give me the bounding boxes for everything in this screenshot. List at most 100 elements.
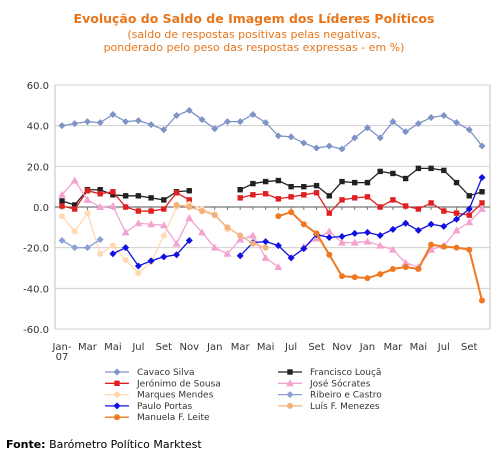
data-point (262, 119, 270, 127)
data-point (427, 245, 436, 253)
legend-label: Ribeiro e Castro (310, 391, 382, 401)
y-tick-label: 20.0 (27, 162, 49, 173)
data-point (351, 134, 359, 142)
data-point (388, 245, 397, 253)
data-point (415, 266, 422, 273)
data-point (338, 232, 346, 240)
data-point (161, 206, 167, 212)
data-point (363, 228, 371, 236)
data-point (122, 256, 129, 263)
data-point (110, 189, 116, 195)
data-point (173, 112, 181, 119)
data-point (351, 274, 358, 281)
legend-label: Manuela F. Leite (137, 413, 210, 423)
data-point (114, 414, 120, 421)
data-point (250, 180, 256, 187)
legend-item: José Sócrates (278, 378, 371, 389)
data-point (351, 229, 359, 237)
data-point (313, 182, 320, 189)
data-point (159, 221, 168, 229)
data-point (402, 219, 410, 227)
data-point (262, 244, 269, 251)
data-point (300, 245, 308, 253)
data-point (338, 238, 346, 246)
legend-label: Francisco Louçã (310, 368, 381, 378)
data-point (389, 266, 396, 273)
data-point (453, 210, 460, 216)
data-point (286, 391, 294, 399)
data-point (96, 203, 105, 210)
data-point (223, 118, 231, 126)
data-point (364, 179, 371, 186)
data-point (211, 212, 218, 219)
data-point (71, 244, 79, 252)
data-point (363, 124, 371, 132)
data-point (479, 189, 485, 195)
data-point (274, 262, 283, 270)
data-point (198, 228, 206, 236)
data-point (237, 232, 244, 239)
chart-title: Evolução do Saldo de Imagem dos Líderes … (74, 11, 435, 26)
data-point (147, 220, 156, 228)
data-point (121, 228, 130, 236)
data-point (148, 195, 154, 201)
x-tick-label: Nov (180, 342, 200, 353)
data-point (376, 241, 385, 249)
x-tick-label: Set (461, 342, 478, 353)
data-point (466, 193, 472, 199)
data-point (147, 121, 155, 129)
data-point (390, 197, 396, 203)
data-point (288, 194, 294, 200)
data-point (122, 204, 129, 210)
legend-item: Ribeiro e Castro (278, 391, 382, 401)
data-point (223, 249, 232, 257)
data-point (211, 125, 219, 133)
series-line (61, 238, 101, 249)
data-point (186, 197, 192, 203)
data-point (114, 380, 120, 386)
legend-label: Marques Mendes (137, 391, 214, 401)
data-point (135, 270, 142, 277)
x-tick-label: 07 (56, 352, 69, 363)
series-jeronimo-de-sousa (59, 188, 485, 218)
data-point (83, 195, 92, 203)
legend-label: Cavaco Silva (137, 368, 195, 378)
data-point (262, 178, 269, 185)
data-point (377, 271, 384, 278)
data-point (376, 134, 384, 142)
data-point (287, 133, 295, 141)
x-tick-label: Jul (131, 342, 144, 353)
data-point (301, 192, 307, 198)
data-point (313, 190, 320, 196)
data-point (453, 179, 460, 186)
series-jose-socrates (58, 176, 486, 270)
x-tick-label: Set (308, 342, 325, 353)
data-point (465, 126, 473, 134)
data-point (326, 210, 332, 216)
data-point (453, 119, 461, 127)
y-tick-label: -60.0 (23, 325, 49, 336)
data-point (364, 194, 371, 200)
data-point (161, 197, 167, 203)
legend-item: Luís F. Menezes (278, 402, 380, 412)
data-point (186, 204, 193, 210)
data-point (401, 258, 410, 266)
data-point (248, 231, 257, 239)
data-point (338, 145, 346, 153)
x-tick-label: Mar (383, 342, 403, 353)
legend-label: José Sócrates (309, 378, 371, 389)
data-point (237, 187, 243, 193)
data-point (414, 226, 422, 234)
data-point (352, 179, 358, 186)
data-point (415, 206, 422, 212)
data-point (377, 204, 383, 210)
series-group (58, 106, 486, 304)
data-point (97, 250, 104, 257)
data-point (58, 122, 66, 130)
data-point (440, 222, 448, 230)
data-point (84, 188, 91, 194)
data-point (287, 369, 293, 375)
data-point (364, 275, 371, 282)
data-point (147, 257, 155, 265)
data-point (160, 126, 168, 134)
